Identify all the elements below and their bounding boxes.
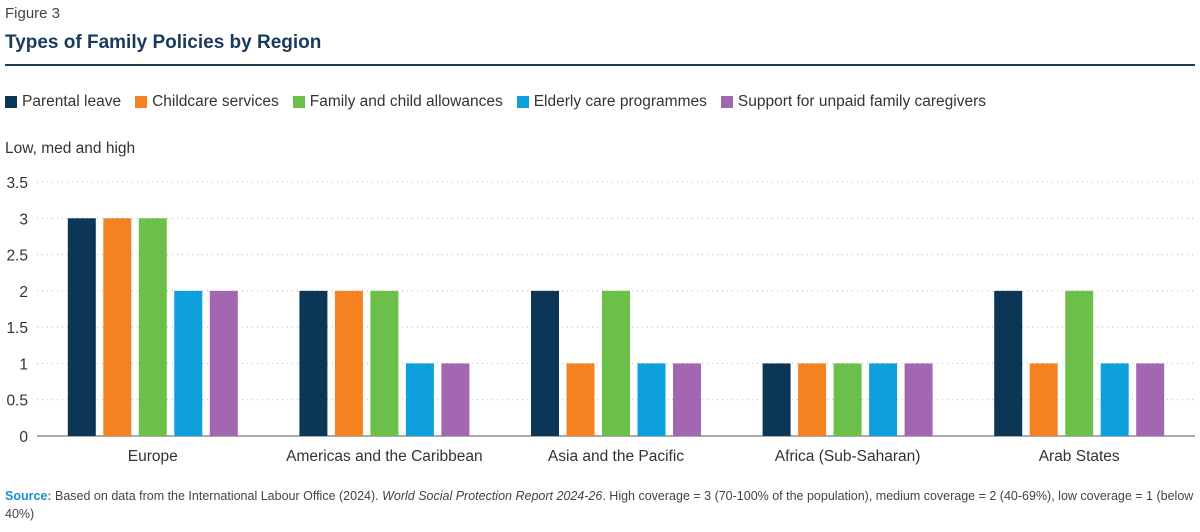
legend-swatch (5, 96, 17, 108)
y-tick-label: 3 (19, 211, 28, 228)
bar (833, 363, 862, 436)
bar (67, 218, 96, 436)
x-tick-label: Americas and the Caribbean (286, 448, 482, 465)
chart-title: Types of Family Policies by Region (5, 32, 322, 53)
bar (299, 290, 328, 436)
legend-label: Childcare services (152, 93, 279, 110)
y-tick-label: 3.5 (6, 175, 28, 192)
x-tick-label: Africa (Sub-Saharan) (775, 448, 921, 465)
source-text-after: . High coverage = 3 (70-100% of the popu… (5, 489, 1194, 521)
title-divider (5, 64, 1195, 66)
bar (334, 290, 363, 436)
bar (1136, 363, 1165, 436)
legend-label: Support for unpaid family caregivers (737, 93, 986, 110)
legend-item-family-allowances: Family and child allowances (292, 93, 503, 111)
legend-swatch (135, 96, 148, 108)
y-tick-label: 1 (19, 356, 28, 373)
y-axis-label: Low, med and high (5, 140, 136, 157)
bar (441, 363, 470, 436)
bar (174, 290, 203, 436)
y-tick-label: 1.5 (6, 320, 28, 337)
bar (1100, 363, 1129, 436)
x-tick-label: Arab States (1039, 448, 1120, 465)
legend-swatch (516, 96, 529, 108)
bar (762, 363, 791, 436)
x-tick-label: Europe (128, 448, 178, 465)
y-tick-label: 2 (19, 284, 28, 301)
legend-label: Parental leave (22, 93, 122, 110)
legend-label: Elderly care programmes (533, 93, 707, 110)
bar (1065, 290, 1094, 436)
y-tick-label: 2.5 (6, 248, 28, 265)
y-tick-label: 0 (19, 429, 28, 446)
source-text-before: Based on data from the International Lab… (51, 489, 383, 503)
bar (405, 363, 434, 436)
bar (103, 218, 132, 436)
bar (531, 290, 559, 436)
bar (138, 218, 167, 436)
legend-item-parental-leave: Parental leave (5, 93, 121, 111)
legend-item-elderly-care: Elderly care programmes (516, 93, 707, 111)
x-tick-label: Asia and the Pacific (548, 448, 684, 465)
y-tick-label: 0.5 (6, 393, 28, 410)
source-report-title: World Social Protection Report 2024-26 (382, 489, 603, 503)
bar (798, 363, 827, 436)
legend-item-childcare-services: Childcare services (135, 93, 279, 111)
legend-swatch (292, 96, 305, 108)
bar (994, 290, 1023, 436)
legend-swatch (720, 96, 733, 108)
bar (370, 290, 399, 436)
bar (904, 363, 933, 436)
bar (1029, 363, 1058, 436)
bar (869, 363, 898, 436)
source-note: Source: Based on data from the Internati… (5, 487, 1195, 523)
source-label: Source: (5, 489, 52, 503)
legend: Parental leave Childcare services Family… (5, 93, 986, 111)
bar (602, 290, 630, 436)
legend-label: Family and child allowances (309, 93, 503, 110)
legend-item-unpaid-caregivers: Support for unpaid family caregivers (720, 93, 986, 111)
bar (209, 290, 238, 436)
bar (673, 363, 701, 436)
bar-chart: 0 0.5 1 1.5 2 2.5 3 3.5 Europe Americas and the C… (6, 175, 1195, 465)
figure-label: Figure 3 (5, 5, 61, 22)
bar (566, 363, 595, 436)
bar (637, 363, 666, 436)
